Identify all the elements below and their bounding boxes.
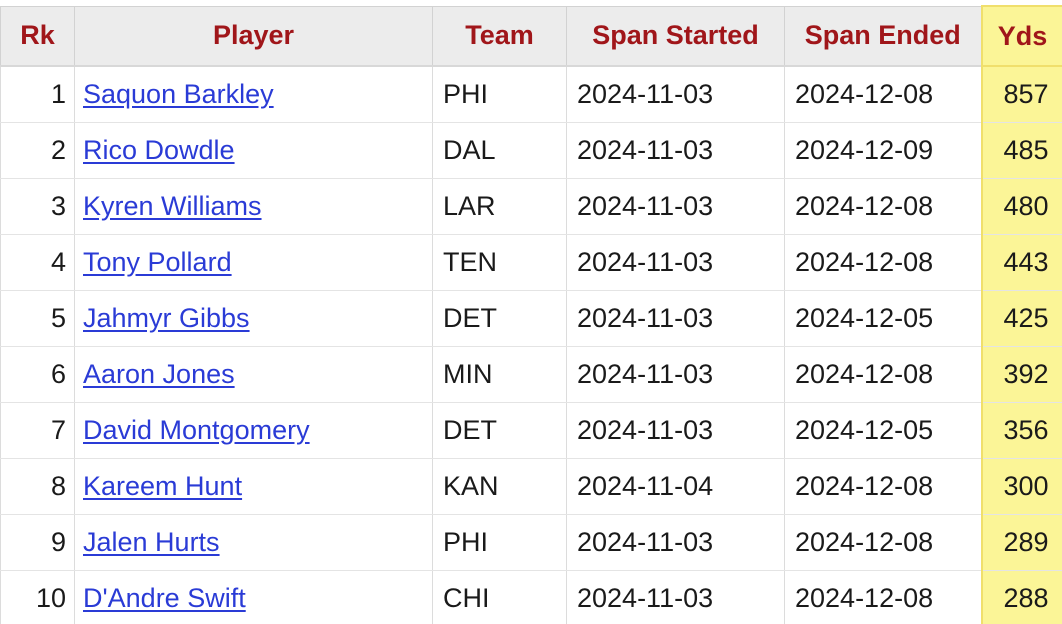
yds-cell: 392 xyxy=(980,346,1062,403)
span-ended-cell: 2024-12-08 xyxy=(784,458,982,515)
table-row: 8 Kareem Hunt KAN 2024-11-04 2024-12-08 300 xyxy=(0,458,1062,515)
player-link[interactable]: Jalen Hurts xyxy=(83,527,220,557)
yds-cell: 485 xyxy=(980,122,1062,179)
yds-cell: 289 xyxy=(980,514,1062,571)
yds-cell: 443 xyxy=(980,234,1062,291)
rank-cell: 10 xyxy=(0,570,75,624)
table-body: 1 Saquon Barkley PHI 2024-11-03 2024-12-08 85… xyxy=(0,65,1062,624)
rank-cell: 8 xyxy=(0,458,75,515)
span-ended-cell: 2024-12-08 xyxy=(784,570,982,624)
table-row: 1 Saquon Barkley PHI 2024-11-03 2024-12-08 85… xyxy=(0,65,1062,123)
yds-cell: 300 xyxy=(980,458,1062,515)
span-started-cell: 2024-11-04 xyxy=(566,458,785,515)
column-header-rk[interactable]: Rk xyxy=(0,5,75,67)
rank-cell: 9 xyxy=(0,514,75,571)
yds-cell: 356 xyxy=(980,402,1062,459)
rank-cell: 6 xyxy=(0,346,75,403)
rushing-yards-table: Rk Player Team Span Started Span Ended Y… xyxy=(0,5,1062,624)
span-ended-cell: 2024-12-08 xyxy=(784,178,982,235)
player-cell: Rico Dowdle xyxy=(74,122,433,179)
span-started-cell: 2024-11-03 xyxy=(566,178,785,235)
column-header-player[interactable]: Player xyxy=(74,5,433,67)
table-row: 7 David Montgomery DET 2024-11-03 2024-12-05… xyxy=(0,402,1062,459)
span-ended-cell: 2024-12-08 xyxy=(784,514,982,571)
team-cell: DAL xyxy=(432,122,567,179)
team-cell: CHI xyxy=(432,570,567,624)
span-started-cell: 2024-11-03 xyxy=(566,514,785,571)
team-cell: PHI xyxy=(432,65,567,123)
yds-cell: 425 xyxy=(980,290,1062,347)
table-row: 4 Tony Pollard TEN 2024-11-03 2024-12-08 443 xyxy=(0,234,1062,291)
rank-cell: 5 xyxy=(0,290,75,347)
column-header-yds[interactable]: Yds xyxy=(980,5,1062,67)
header-row: Rk Player Team Span Started Span Ended Y… xyxy=(0,5,1062,67)
span-ended-cell: 2024-12-05 xyxy=(784,290,982,347)
player-link[interactable]: David Montgomery xyxy=(83,415,310,445)
yds-cell: 857 xyxy=(980,65,1062,123)
rank-cell: 4 xyxy=(0,234,75,291)
player-cell: David Montgomery xyxy=(74,402,433,459)
rank-cell: 2 xyxy=(0,122,75,179)
player-link[interactable]: Rico Dowdle xyxy=(83,135,235,165)
team-cell: MIN xyxy=(432,346,567,403)
span-ended-cell: 2024-12-08 xyxy=(784,234,982,291)
player-link[interactable]: Kyren Williams xyxy=(83,191,262,221)
rank-cell: 7 xyxy=(0,402,75,459)
span-started-cell: 2024-11-03 xyxy=(566,570,785,624)
player-cell: D'Andre Swift xyxy=(74,570,433,624)
span-ended-cell: 2024-12-08 xyxy=(784,65,982,123)
player-link[interactable]: Saquon Barkley xyxy=(83,79,274,109)
team-cell: PHI xyxy=(432,514,567,571)
span-started-cell: 2024-11-03 xyxy=(566,122,785,179)
rank-cell: 3 xyxy=(0,178,75,235)
column-header-span-ended[interactable]: Span Ended xyxy=(784,5,982,67)
column-header-span-started[interactable]: Span Started xyxy=(566,5,785,67)
span-ended-cell: 2024-12-08 xyxy=(784,346,982,403)
player-cell: Kyren Williams xyxy=(74,178,433,235)
column-header-team[interactable]: Team xyxy=(432,5,567,67)
player-cell: Aaron Jones xyxy=(74,346,433,403)
table-row: 9 Jalen Hurts PHI 2024-11-03 2024-12-08 289 xyxy=(0,514,1062,571)
span-ended-cell: 2024-12-09 xyxy=(784,122,982,179)
yds-cell: 480 xyxy=(980,178,1062,235)
rank-cell: 1 xyxy=(0,65,75,123)
player-link[interactable]: Kareem Hunt xyxy=(83,471,243,501)
span-started-cell: 2024-11-03 xyxy=(566,346,785,403)
table-row: 5 Jahmyr Gibbs DET 2024-11-03 2024-12-05 425 xyxy=(0,290,1062,347)
player-cell: Jalen Hurts xyxy=(74,514,433,571)
yds-cell: 288 xyxy=(980,570,1062,624)
table-header: Rk Player Team Span Started Span Ended Y… xyxy=(0,5,1062,67)
team-cell: KAN xyxy=(432,458,567,515)
player-link[interactable]: Jahmyr Gibbs xyxy=(83,303,250,333)
player-link[interactable]: Tony Pollard xyxy=(83,247,232,277)
player-link[interactable]: D'Andre Swift xyxy=(83,583,246,613)
team-cell: TEN xyxy=(432,234,567,291)
player-cell: Tony Pollard xyxy=(74,234,433,291)
table-row: 2 Rico Dowdle DAL 2024-11-03 2024-12-09 485 xyxy=(0,122,1062,179)
table-row: 6 Aaron Jones MIN 2024-11-03 2024-12-08 392 xyxy=(0,346,1062,403)
table-row: 10 D'Andre Swift CHI 2024-11-03 2024-12-08 28… xyxy=(0,570,1062,624)
team-cell: LAR xyxy=(432,178,567,235)
table-row: 3 Kyren Williams LAR 2024-11-03 2024-12-08 48… xyxy=(0,178,1062,235)
span-started-cell: 2024-11-03 xyxy=(566,234,785,291)
team-cell: DET xyxy=(432,402,567,459)
player-cell: Kareem Hunt xyxy=(74,458,433,515)
team-cell: DET xyxy=(432,290,567,347)
player-link[interactable]: Aaron Jones xyxy=(83,359,235,389)
player-cell: Saquon Barkley xyxy=(74,65,433,123)
span-started-cell: 2024-11-03 xyxy=(566,402,785,459)
player-cell: Jahmyr Gibbs xyxy=(74,290,433,347)
span-started-cell: 2024-11-03 xyxy=(566,290,785,347)
span-started-cell: 2024-11-03 xyxy=(566,65,785,123)
span-ended-cell: 2024-12-05 xyxy=(784,402,982,459)
